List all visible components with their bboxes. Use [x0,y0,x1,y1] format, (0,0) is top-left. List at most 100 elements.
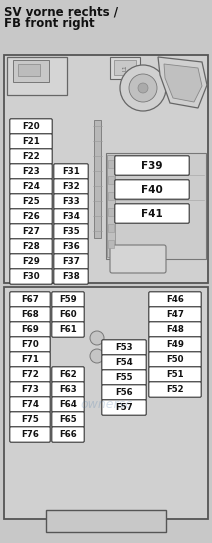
Text: F73: F73 [21,385,39,394]
FancyBboxPatch shape [149,367,201,382]
FancyBboxPatch shape [10,412,50,427]
Text: F61: F61 [59,325,77,334]
FancyBboxPatch shape [10,194,52,209]
FancyBboxPatch shape [10,119,52,134]
Text: F28: F28 [22,242,40,251]
Text: F56: F56 [115,388,133,397]
Text: F55: F55 [115,373,133,382]
Text: F24: F24 [22,182,40,191]
FancyBboxPatch shape [10,179,52,194]
Text: F46: F46 [166,295,184,304]
Bar [46,510,166,532]
Circle shape [138,83,148,93]
FancyBboxPatch shape [52,427,84,442]
Text: F62: F62 [59,370,77,379]
Text: F76: F76 [21,430,39,439]
Text: F36: F36 [62,242,80,251]
FancyBboxPatch shape [10,224,52,239]
Text: F40: F40 [141,185,163,194]
FancyBboxPatch shape [10,134,52,149]
FancyBboxPatch shape [115,204,189,223]
FancyBboxPatch shape [54,209,88,224]
Text: F39: F39 [141,161,163,171]
Circle shape [129,74,157,102]
Text: F27: F27 [22,227,40,236]
Text: F20: F20 [22,122,40,131]
Text: F51: F51 [166,370,184,379]
FancyBboxPatch shape [52,322,84,337]
Text: F53: F53 [115,343,133,352]
Text: F63: F63 [59,385,77,394]
Text: F67: F67 [21,295,39,304]
Bar [18,64,40,76]
Bar [13,60,49,82]
Text: ownersc: ownersc [80,399,132,412]
FancyBboxPatch shape [102,385,146,400]
Circle shape [90,349,104,363]
Circle shape [120,65,166,111]
FancyBboxPatch shape [102,355,146,370]
FancyBboxPatch shape [54,194,88,209]
Bar [110,57,140,79]
Text: F30: F30 [22,272,40,281]
FancyBboxPatch shape [149,307,201,322]
Text: F70: F70 [21,340,39,349]
Text: F33: F33 [62,197,80,206]
FancyBboxPatch shape [10,307,50,322]
Text: F52: F52 [166,385,184,394]
Bar [108,208,114,216]
Text: F38: F38 [62,272,80,281]
FancyBboxPatch shape [115,180,189,199]
Text: F35: F35 [62,227,80,236]
FancyBboxPatch shape [149,352,201,367]
Text: F68: F68 [21,310,39,319]
FancyBboxPatch shape [10,427,50,442]
Text: F25: F25 [22,197,40,206]
Text: F66: F66 [59,430,77,439]
Text: F31: F31 [62,167,80,176]
FancyBboxPatch shape [10,149,52,164]
Text: L1: L1 [123,65,127,71]
Text: F37: F37 [62,257,80,266]
Bar [108,176,114,184]
Bar [107,155,115,257]
FancyBboxPatch shape [149,292,201,307]
FancyBboxPatch shape [52,412,84,427]
Text: F57: F57 [115,403,133,412]
FancyBboxPatch shape [54,224,88,239]
Text: F69: F69 [21,325,39,334]
Bar [108,224,114,232]
Polygon shape [158,57,207,108]
FancyBboxPatch shape [10,254,52,269]
Text: F71: F71 [21,355,39,364]
Text: F29: F29 [22,257,40,266]
FancyBboxPatch shape [10,337,50,352]
FancyBboxPatch shape [10,382,50,397]
Text: F48: F48 [166,325,184,334]
Circle shape [90,331,104,345]
Bar [4,287,208,519]
FancyBboxPatch shape [10,209,52,224]
Bar [108,160,114,168]
FancyBboxPatch shape [10,164,52,179]
Polygon shape [164,64,202,102]
Bar [94,120,101,238]
FancyBboxPatch shape [54,269,88,284]
FancyBboxPatch shape [10,352,50,367]
FancyBboxPatch shape [102,370,146,385]
Text: F21: F21 [22,137,40,146]
Bar [7,57,67,95]
Text: F64: F64 [59,400,77,409]
FancyBboxPatch shape [54,179,88,194]
FancyBboxPatch shape [54,239,88,254]
FancyBboxPatch shape [10,269,52,284]
FancyBboxPatch shape [52,397,84,412]
Text: FB front right: FB front right [4,17,95,30]
Text: F72: F72 [21,370,39,379]
Text: F54: F54 [115,358,133,367]
Bar [114,60,136,75]
FancyBboxPatch shape [10,292,50,307]
Bar [4,55,208,283]
FancyBboxPatch shape [10,397,50,412]
Bar [108,240,114,248]
